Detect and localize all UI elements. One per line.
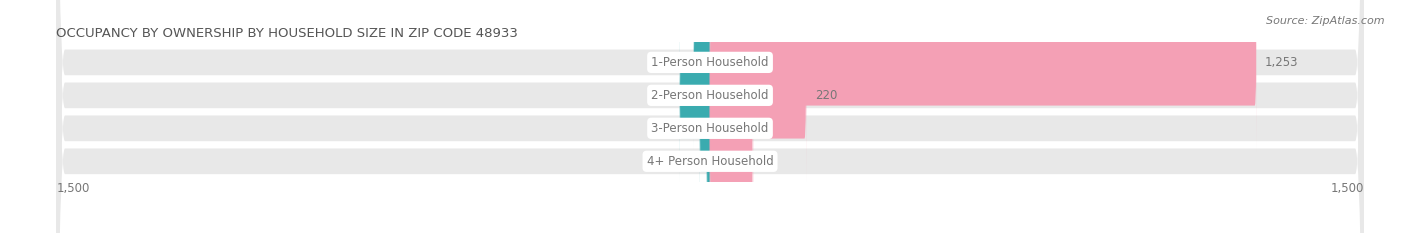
Text: 1-Person Household: 1-Person Household <box>651 56 769 69</box>
Text: 7: 7 <box>690 155 699 168</box>
Text: 23: 23 <box>676 122 692 135</box>
FancyBboxPatch shape <box>693 0 710 151</box>
FancyBboxPatch shape <box>710 40 731 217</box>
Text: Source: ZipAtlas.com: Source: ZipAtlas.com <box>1267 16 1385 26</box>
Text: 2-Person Household: 2-Person Household <box>651 89 769 102</box>
FancyBboxPatch shape <box>710 73 754 233</box>
Text: 1,253: 1,253 <box>1265 56 1298 69</box>
FancyBboxPatch shape <box>710 0 1257 151</box>
FancyBboxPatch shape <box>56 0 1364 233</box>
Text: 46: 46 <box>738 122 754 135</box>
Text: 1,500: 1,500 <box>56 182 90 195</box>
FancyBboxPatch shape <box>56 0 1364 233</box>
FancyBboxPatch shape <box>700 40 710 217</box>
Text: 4+ Person Household: 4+ Person Household <box>647 155 773 168</box>
FancyBboxPatch shape <box>56 0 1364 233</box>
FancyBboxPatch shape <box>707 73 710 233</box>
Text: 1,500: 1,500 <box>1330 182 1364 195</box>
Text: 37: 37 <box>671 56 685 69</box>
Text: 3-Person Household: 3-Person Household <box>651 122 769 135</box>
Text: 98: 98 <box>762 155 776 168</box>
Text: 220: 220 <box>814 89 837 102</box>
FancyBboxPatch shape <box>679 7 710 184</box>
FancyBboxPatch shape <box>56 0 1364 233</box>
Text: 69: 69 <box>657 89 671 102</box>
FancyBboxPatch shape <box>710 7 807 184</box>
Text: OCCUPANCY BY OWNERSHIP BY HOUSEHOLD SIZE IN ZIP CODE 48933: OCCUPANCY BY OWNERSHIP BY HOUSEHOLD SIZE… <box>56 27 519 40</box>
